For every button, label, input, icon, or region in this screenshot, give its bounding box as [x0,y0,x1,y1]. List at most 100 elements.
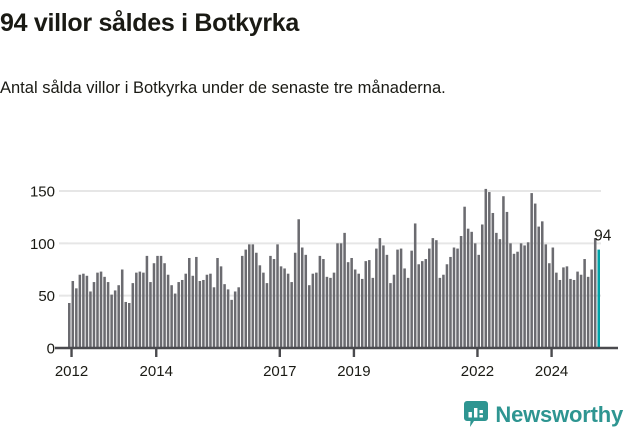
bar [593,238,597,348]
bar [82,273,85,348]
y-axis-tick-label: 0 [47,341,55,358]
bar [237,287,240,348]
bar [283,268,286,348]
bar [251,244,255,348]
bar [488,192,491,348]
bar [576,271,579,348]
bar [375,248,378,348]
bar [523,245,526,348]
bar [540,221,544,348]
bar [188,257,191,348]
bar [311,273,315,348]
bar [332,272,336,348]
bar [142,272,145,348]
bar [385,254,389,348]
bar [456,248,459,348]
bar [445,264,449,348]
bar [322,259,325,348]
bar [308,285,311,348]
bar [198,281,202,348]
bar [135,272,138,348]
bar [170,285,173,348]
bar [230,299,233,348]
bar [438,277,442,348]
bar [78,274,82,348]
bar [512,253,516,348]
bar [399,248,403,348]
bar [526,242,530,348]
bar [413,223,417,348]
bar [336,243,339,348]
x-axis-ticks: 2012 2014 2017 2019 2022 2024 [55,348,568,380]
bar [255,252,258,348]
bar [530,193,533,348]
bar [343,232,346,348]
bar [431,238,435,348]
bar [293,252,297,348]
y-axis-ticks: 0 50 100 150 [30,184,68,358]
bar [226,289,230,348]
bar [565,266,569,348]
bar [403,268,406,348]
bar [209,273,212,348]
bar [463,206,466,348]
bar [131,283,135,348]
bar [85,275,89,348]
bar [562,267,565,348]
bar [240,255,244,348]
bar [484,188,488,348]
bar [459,236,463,348]
bar-chart: 0 50 100 150 2012 2014 2017 2019 2022 2024 94 [0,170,631,380]
bar [579,274,583,348]
bar [219,266,223,348]
bar [163,263,166,348]
bar [191,275,195,348]
newsworthy-logo[interactable]: Newsworthy [464,401,623,428]
bar [166,274,170,348]
bar [68,302,71,348]
page-title: 94 villor såldes i Botkyrka [0,9,300,37]
x-axis-tick-label: 2019 [337,363,370,380]
bar [117,285,120,348]
bar [406,277,410,348]
x-axis-tick-label: 2014 [140,363,173,380]
bar [364,261,368,348]
bar [392,274,396,348]
bar [159,255,163,348]
bar [290,282,293,348]
bar [357,273,360,348]
chart-canvas: 0 50 100 150 2012 2014 2017 2019 2022 2024 94 [30,184,618,380]
bar [195,256,198,348]
bar [424,259,428,348]
bar [470,231,473,348]
bar [569,278,572,348]
bar [505,211,509,348]
bar [548,263,551,348]
bar [286,273,290,348]
bar [145,255,149,348]
bar [396,249,399,348]
bar-chart-bubble-icon [464,401,489,428]
bar [103,276,106,348]
bar [533,203,537,348]
bar [452,247,456,348]
bar [124,301,128,348]
bar [318,255,322,348]
page-subtitle: Antal sålda villor i Botkyrka under de s… [0,79,446,97]
x-axis-tick-label: 2024 [535,363,568,380]
bar [590,269,593,348]
bar [120,269,124,348]
bar [205,274,209,348]
bar [519,243,523,348]
bar [442,274,445,348]
chart-footer: Newsworthy [0,398,631,438]
y-axis-tick-label: 100 [30,236,55,253]
y-axis-tick-label: 50 [38,288,55,305]
bar [180,279,184,348]
bar [99,271,103,348]
bar [360,278,364,348]
bar [544,244,548,348]
bar [420,261,424,348]
bar [113,290,117,348]
highlight-value-label: 94 [594,228,612,245]
